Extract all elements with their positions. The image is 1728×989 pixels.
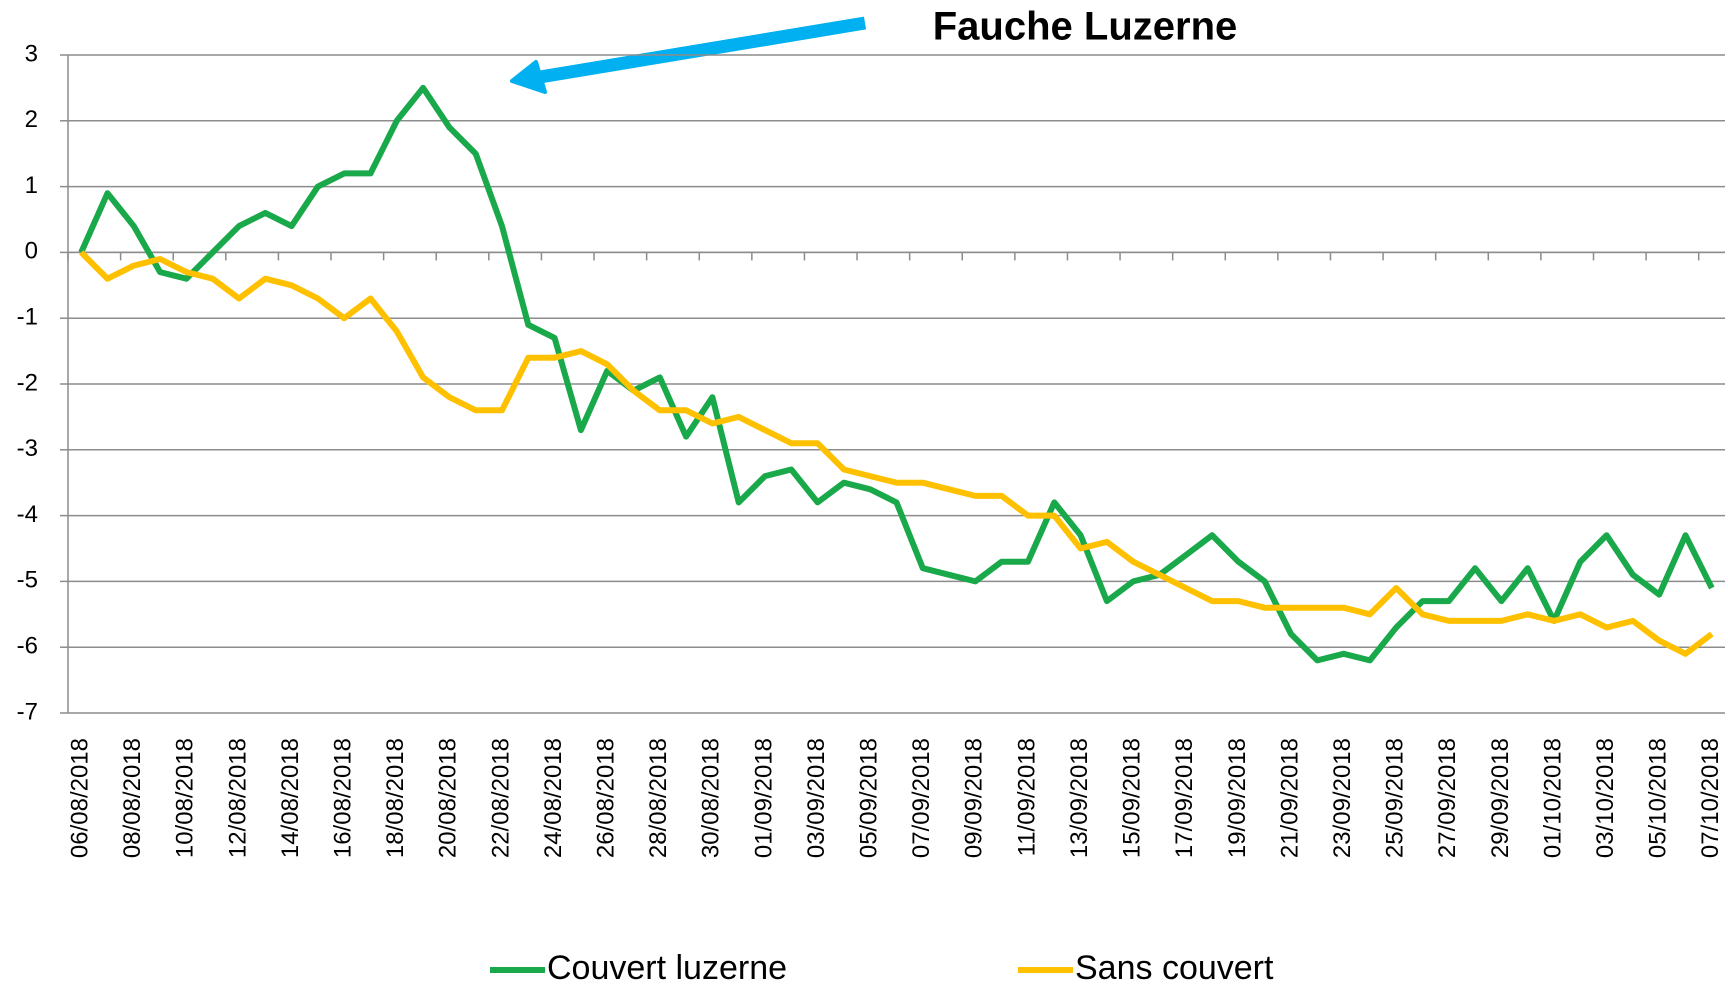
y-tick-label: 3 — [25, 40, 38, 67]
x-tick-label: 16/08/2018 — [330, 738, 357, 858]
x-tick-label: 08/08/2018 — [119, 738, 146, 858]
y-tick-label: 1 — [25, 172, 38, 199]
x-tick-label: 09/09/2018 — [961, 738, 988, 858]
x-tick-label: 05/09/2018 — [856, 738, 883, 858]
x-tick-label: 01/09/2018 — [750, 738, 777, 858]
x-tick-label: 01/10/2018 — [1539, 738, 1566, 858]
y-tick-label: -6 — [17, 633, 38, 660]
y-tick-label: -7 — [17, 698, 38, 725]
x-tick-label: 07/09/2018 — [908, 738, 935, 858]
y-tick-label: -2 — [17, 369, 38, 396]
x-tick-label: 19/09/2018 — [1224, 738, 1251, 858]
x-tick-label: 28/08/2018 — [645, 738, 672, 858]
x-tick-label: 18/08/2018 — [382, 738, 409, 858]
x-tick-label: 26/08/2018 — [593, 738, 620, 858]
x-tick-label: 10/08/2018 — [172, 738, 199, 858]
x-tick-label: 05/10/2018 — [1645, 738, 1672, 858]
x-tick-label: 23/09/2018 — [1329, 738, 1356, 858]
x-tick-label: 20/08/2018 — [435, 738, 462, 858]
x-tick-label: 22/08/2018 — [487, 738, 514, 858]
y-tick-label: 2 — [25, 106, 38, 133]
legend-label: Sans couvert — [1075, 949, 1274, 987]
x-tick-label: 11/09/2018 — [1013, 738, 1040, 856]
x-tick-label: 25/09/2018 — [1382, 738, 1409, 858]
series-line — [78, 84, 1715, 664]
x-tick-label: 07/10/2018 — [1697, 738, 1724, 858]
x-tick-label: 03/09/2018 — [803, 738, 830, 858]
y-tick-label: -5 — [17, 567, 38, 594]
x-tick-label: 14/08/2018 — [277, 738, 304, 858]
x-tick-label: 21/09/2018 — [1276, 738, 1303, 858]
x-tick-label: 27/09/2018 — [1434, 738, 1461, 858]
x-tick-label: 17/09/2018 — [1171, 738, 1198, 858]
x-tick-label: 29/09/2018 — [1487, 738, 1514, 858]
x-tick-label: 03/10/2018 — [1592, 738, 1619, 858]
annotation-arrow — [510, 16, 867, 94]
x-tick-label: 06/08/2018 — [66, 738, 93, 858]
legend-label: Couvert luzerne — [547, 949, 787, 987]
y-tick-label: -1 — [17, 304, 38, 331]
x-tick-label: 30/08/2018 — [698, 738, 725, 858]
x-tick-label: 13/09/2018 — [1066, 738, 1093, 858]
x-tick-label: 12/08/2018 — [224, 738, 251, 858]
x-tick-label: 15/09/2018 — [1119, 738, 1146, 858]
series-line — [79, 250, 1714, 657]
y-tick-label: -3 — [17, 435, 38, 462]
y-tick-label: 0 — [25, 238, 38, 265]
x-tick-label: 24/08/2018 — [540, 738, 567, 858]
y-tick-label: -4 — [17, 501, 38, 528]
annotation: Fauche Luzerne — [933, 5, 1238, 49]
